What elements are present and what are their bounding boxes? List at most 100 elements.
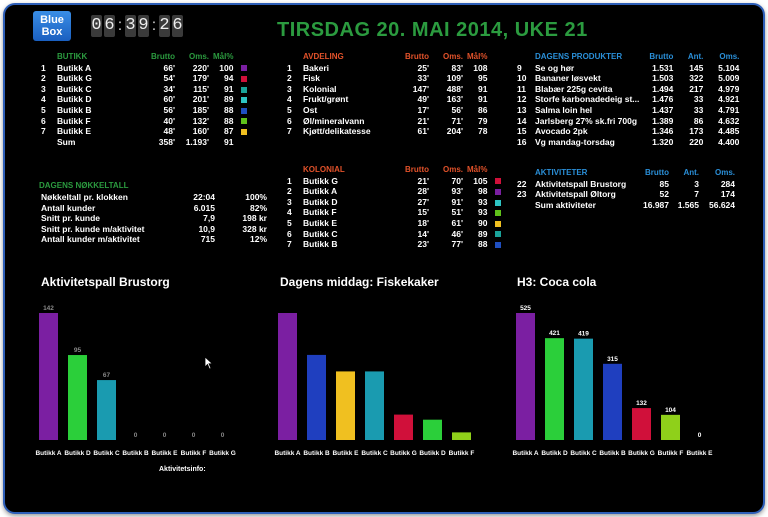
- row-brutto: 33': [417, 73, 429, 84]
- table-row: 9 Se og hør 1.531 145 5.104: [515, 63, 741, 74]
- row-name: Kjøtt/delikatesse: [303, 126, 371, 137]
- clock-digit: 6: [172, 15, 183, 37]
- row-label: Nøkkeltall pr. klokken: [41, 192, 128, 202]
- category-label: Butikk B: [303, 450, 330, 457]
- sum-mal: 91: [223, 136, 234, 147]
- category-label: Butikk G: [390, 450, 417, 457]
- row-name: Blabær 225g cevita: [535, 83, 613, 94]
- row-name: Butikk F: [57, 115, 91, 126]
- row-number: 1: [287, 175, 292, 186]
- chart-middag: Butikk A Butikk B Butikk E Butikk C Butikk G…: [274, 313, 474, 457]
- row-brutto: 54': [163, 73, 175, 84]
- row-mal: 108: [473, 62, 488, 73]
- row-brutto: 34': [163, 83, 175, 94]
- bar-value-label: 67: [103, 372, 111, 379]
- bar-value-label: 0: [163, 432, 167, 439]
- bar: [68, 355, 87, 440]
- row-mal: 88: [477, 239, 488, 250]
- row-number: 15: [517, 126, 527, 137]
- row-label: Snitt pr. kunde: [41, 213, 101, 224]
- chart-title-cocacola: H3: Coca cola: [517, 275, 597, 289]
- color-swatch-cell: [489, 229, 503, 240]
- row-value2: 198 kr: [242, 213, 267, 224]
- row-oms: 4.791: [718, 104, 740, 115]
- aktiviteter-sum-row: Sum aktiviteter 16.987 1.565 56.624: [515, 200, 737, 211]
- row-brutto: 66': [163, 62, 175, 73]
- row-name: Fisk: [303, 73, 321, 84]
- aktiviteter-table: AKTIVITETER Brutto Ant. Oms. 22 Aktivitet…: [515, 168, 737, 210]
- row-oms: 93': [451, 186, 463, 197]
- row-number: 2: [287, 73, 292, 84]
- row-mal: 89: [223, 94, 234, 105]
- row-number: 22: [517, 178, 527, 189]
- row-number: 4: [287, 94, 292, 105]
- row-oms: 109': [446, 73, 463, 84]
- category-label: Butikk G: [628, 450, 655, 457]
- table-row: 3 Butikk C 34' 115' 91: [39, 84, 249, 95]
- row-brutto: 1.437: [652, 104, 674, 115]
- row-number: 11: [517, 83, 526, 94]
- sum-ant: 1.565: [677, 199, 699, 210]
- row-oms: 284: [720, 178, 735, 189]
- row-ant: 33: [693, 104, 704, 115]
- bar-value-label: 0: [698, 432, 702, 439]
- bar: [423, 419, 442, 440]
- row-label: Snitt pr. kunde m/aktivitet: [41, 223, 145, 234]
- mal-header: Mål%: [213, 52, 234, 61]
- row-name: Butikk A: [57, 62, 92, 73]
- row-mal: 94: [223, 73, 234, 84]
- row-brutto: 21': [417, 175, 429, 186]
- table-row: 5 Butikk B 56' 185' 88: [39, 105, 249, 116]
- category-label: Butikk D: [419, 450, 446, 457]
- produkter-table: DAGENS PRODUKTER Brutto Ant. Oms. 9 Se og…: [515, 52, 741, 147]
- row-oms: 160': [192, 126, 209, 137]
- row-number: 3: [287, 83, 292, 94]
- row-name: Frukt/grønt: [303, 94, 349, 105]
- row-oms: 77': [451, 239, 463, 250]
- bar: [365, 371, 384, 440]
- category-label: Butikk G: [209, 450, 236, 457]
- row-brutto: 27': [417, 196, 429, 207]
- bar: [394, 414, 413, 440]
- clock: 0 6 : 3 9 : 2 6: [91, 15, 183, 37]
- dashboard-frame: Blue Box 0 6 : 3 9 : 2 6 TIRSDAG 20. MAI…: [3, 3, 765, 514]
- clock-digit: 9: [138, 15, 149, 37]
- row-mal: 91: [477, 94, 488, 105]
- color-swatch: [241, 128, 248, 135]
- row-name: Se og hør: [535, 62, 575, 73]
- row-number: 10: [517, 73, 527, 84]
- table-row: 2 Butikk G 54' 179' 94: [39, 73, 249, 84]
- category-label: Butikk E: [686, 450, 713, 457]
- bar: [603, 363, 622, 440]
- color-swatch: [495, 220, 502, 227]
- color-swatch-cell: [489, 239, 503, 250]
- row-oms: 91': [451, 196, 463, 207]
- row-oms: 4.485: [718, 126, 740, 137]
- chart-title-brustorg: Aktivitetspall Brustorg: [41, 275, 170, 289]
- row-oms: 220': [192, 62, 209, 73]
- row-name: Butikk F: [303, 207, 337, 218]
- bar-value-label: 315: [607, 356, 618, 363]
- row-value2: 12%: [249, 234, 267, 245]
- row-brutto: 60': [163, 94, 175, 105]
- date-title: TIRSDAG 20. MAI 2014, UKE 21: [277, 19, 588, 41]
- row-name: Kolonial: [303, 83, 337, 94]
- row-oms: 132': [192, 115, 209, 126]
- row-brutto: 40': [163, 115, 175, 126]
- row-oms: 185': [192, 104, 209, 115]
- row-name: Butikk C: [303, 228, 338, 239]
- produkter-header: DAGENS PRODUKTER: [535, 52, 623, 61]
- row-ant: 3: [694, 178, 699, 189]
- butikk-sum-row: Sum 358' 1.193' 91: [39, 137, 249, 148]
- row-brutto: 56': [163, 104, 175, 115]
- sum-label: Sum aktiviteter: [535, 199, 596, 210]
- row-name: Butikk C: [57, 83, 92, 94]
- bar: [516, 313, 535, 440]
- color-swatch: [241, 86, 248, 93]
- sum-brutto: 358': [158, 136, 175, 147]
- table-row: 4 Frukt/grønt 49' 163' 91: [285, 94, 489, 105]
- category-label: Butikk D: [541, 450, 568, 457]
- row-mal: 91: [223, 83, 234, 94]
- brutto-header: Brutto: [405, 165, 429, 174]
- row-brutto: 1.346: [652, 126, 674, 137]
